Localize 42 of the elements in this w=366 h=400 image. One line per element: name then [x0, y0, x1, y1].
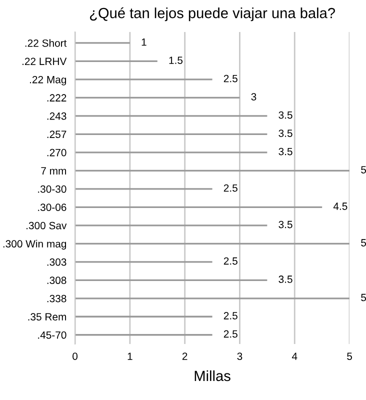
- data-label: 2.5: [224, 330, 238, 338]
- x-tick-label: 5: [347, 352, 352, 360]
- y-tick-label: .303: [47, 258, 66, 266]
- data-label: 3: [251, 93, 256, 100]
- x-tick-label: 3: [237, 352, 242, 360]
- x-tick-label: 4: [292, 352, 298, 360]
- data-label: 1.5: [169, 56, 183, 64]
- x-tick-label: 0: [72, 352, 78, 360]
- data-label: 3.5: [278, 276, 292, 283]
- data-label: 2.5: [224, 257, 238, 265]
- data-label: 2.5: [224, 312, 238, 320]
- data-label: 5: [361, 166, 366, 174]
- y-tick-label: .45-70: [38, 331, 66, 339]
- y-tick-label: .35 Rem: [28, 313, 66, 321]
- data-label: 5: [361, 294, 366, 302]
- y-tick-label: .22 LRHV: [22, 58, 67, 65]
- y-tick-label: .22 Mag: [30, 76, 66, 86]
- x-tick-label: 1: [128, 352, 132, 360]
- data-label: 1: [142, 38, 146, 46]
- data-label: 3.5: [278, 130, 292, 137]
- data-label: 4.5: [333, 202, 348, 210]
- data-label: 3.5: [278, 220, 292, 228]
- data-label: 3.5: [278, 148, 292, 156]
- x-axis-title: Millas: [194, 370, 230, 382]
- y-tick-label: .30-06: [38, 204, 66, 212]
- y-tick-label: .338: [47, 294, 66, 302]
- chart-title: ¿Qué tan lejos puede viajar una bala?: [90, 7, 335, 22]
- y-tick-label: .308: [47, 276, 66, 284]
- data-label: 2.5: [224, 184, 238, 192]
- y-tick-label: .270: [47, 148, 66, 156]
- y-tick-label: .300 Sav: [26, 222, 67, 230]
- y-tick-label: .243: [47, 112, 66, 120]
- y-tick-label: .257: [47, 130, 66, 138]
- y-tick-label: 7 mm: [41, 167, 66, 174]
- data-label: 3.5: [278, 111, 292, 119]
- y-tick-label: .222: [47, 94, 66, 102]
- data-label: 5: [361, 239, 366, 246]
- x-tick-label: 2: [182, 352, 188, 360]
- y-tick-label: .22 Short: [25, 39, 67, 47]
- y-tick-label: .30-30: [38, 185, 66, 193]
- data-label: 2.5: [224, 74, 238, 82]
- y-tick-label: .300 Win mag: [3, 240, 66, 250]
